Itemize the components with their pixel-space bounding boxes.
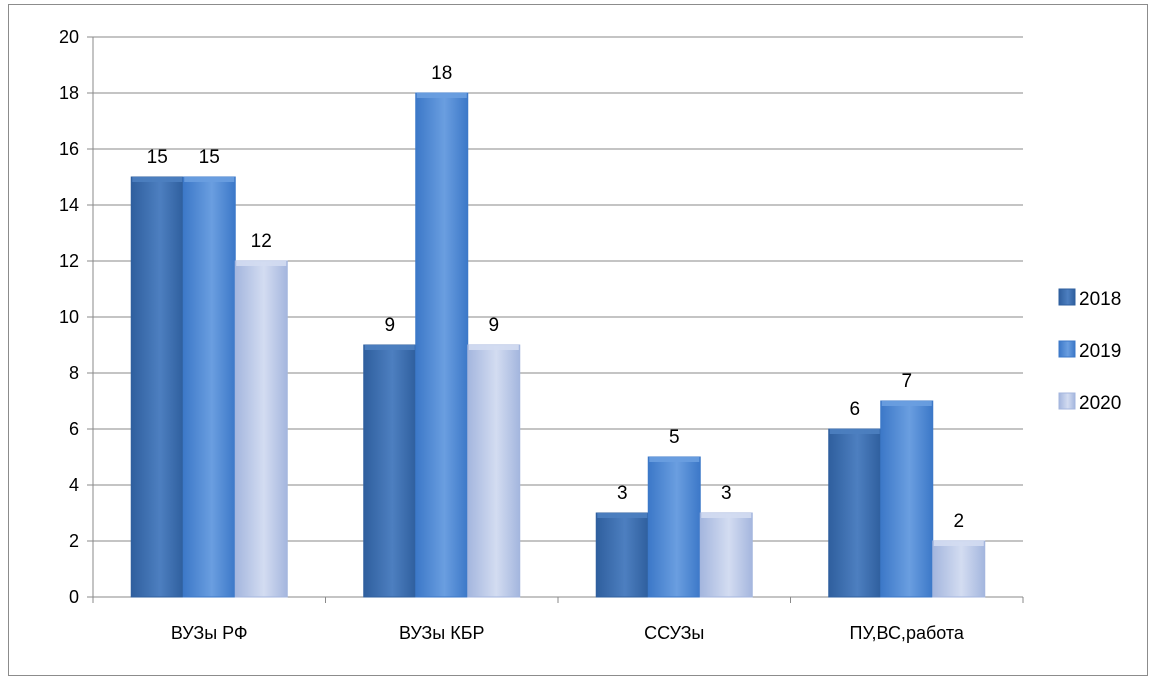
legend-swatch-2019 <box>1058 340 1076 358</box>
chart-frame: 0 2 4 6 8 10 12 14 16 18 20 ВУЗы РФ ВУЗы КБР ССУЗы ПУ,… <box>8 4 1148 676</box>
bar-top-bevel <box>184 177 235 182</box>
bar-top-bevel <box>236 261 287 266</box>
y-tick-label: 10 <box>59 307 79 327</box>
bar-2019-0 <box>182 176 236 598</box>
bar-2020-0 <box>234 260 288 598</box>
y-tick-label: 18 <box>59 83 79 103</box>
data-label: 15 <box>147 147 168 168</box>
bar-top-bevel <box>933 541 984 546</box>
data-label: 5 <box>669 427 680 448</box>
bar-top-bevel <box>829 429 880 434</box>
bar-2019-1 <box>415 92 469 598</box>
y-tick-label: 12 <box>59 251 79 271</box>
axes: 0 2 4 6 8 10 12 14 16 18 20 ВУЗы РФ ВУЗы КБР ССУЗы ПУ,… <box>59 27 1024 643</box>
category-label: ПУ,ВС,работа <box>850 623 965 643</box>
legend: 2018 2019 2020 <box>1058 288 1121 414</box>
data-label: 6 <box>849 399 860 420</box>
bar-2018-2 <box>595 512 649 598</box>
bar-top-bevel <box>416 93 467 98</box>
y-tick-label: 8 <box>69 363 79 383</box>
bar-2020-3 <box>932 540 986 598</box>
bar-top-bevel <box>881 401 932 406</box>
y-tick-label: 4 <box>69 475 79 495</box>
category-label: ВУЗы РФ <box>171 623 248 643</box>
y-tick-label: 2 <box>69 531 79 551</box>
data-label: 9 <box>488 315 499 336</box>
legend-swatch-2018 <box>1058 288 1076 306</box>
y-tick-label: 20 <box>59 27 79 47</box>
legend-label-2019: 2019 <box>1079 341 1121 362</box>
data-labels: 15 15 12 9 18 9 3 5 3 6 7 2 <box>147 63 964 532</box>
data-label: 3 <box>617 483 628 504</box>
data-label: 9 <box>384 315 395 336</box>
y-tick-label: 14 <box>59 195 79 215</box>
data-label: 3 <box>721 483 732 504</box>
category-label: ССУЗы <box>644 623 704 643</box>
bar-2019-2 <box>647 456 701 598</box>
legend-swatch-2020 <box>1058 392 1076 410</box>
legend-label-2020: 2020 <box>1079 393 1121 414</box>
data-label: 15 <box>199 147 220 168</box>
bar-top-bevel <box>468 345 519 350</box>
bar-2018-3 <box>828 428 882 598</box>
data-label: 7 <box>901 371 912 392</box>
data-label: 18 <box>431 63 452 84</box>
category-label: ВУЗы КБР <box>399 623 485 643</box>
bar-top-bevel <box>364 345 415 350</box>
bar-2019-3 <box>880 400 934 598</box>
bar-top-bevel <box>597 513 648 518</box>
bar-2018-1 <box>363 344 417 598</box>
legend-label-2018: 2018 <box>1079 289 1121 310</box>
bar-top-bevel <box>649 457 700 462</box>
y-tick-label: 6 <box>69 419 79 439</box>
bars <box>130 92 986 598</box>
data-label: 2 <box>953 511 964 532</box>
data-label: 12 <box>251 231 272 252</box>
bar-top-bevel <box>132 177 183 182</box>
bar-2020-1 <box>467 344 521 598</box>
bar-top-bevel <box>701 513 752 518</box>
y-tick-label: 0 <box>69 587 79 607</box>
bar-2020-2 <box>699 512 753 598</box>
y-tick-label: 16 <box>59 139 79 159</box>
bar-2018-0 <box>130 176 184 598</box>
bar-chart: 0 2 4 6 8 10 12 14 16 18 20 ВУЗы РФ ВУЗы КБР ССУЗы ПУ,… <box>59 27 1121 643</box>
